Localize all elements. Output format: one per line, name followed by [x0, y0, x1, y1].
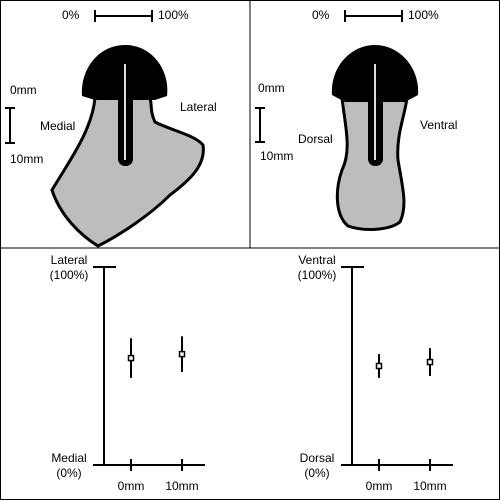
data-point	[178, 350, 186, 358]
y-tick-label: Medial	[51, 451, 86, 465]
scale-max: 100%	[158, 8, 189, 22]
scale-min: 0%	[312, 8, 330, 22]
side-label: Dorsal	[298, 132, 333, 146]
x-tick-label: 10mm	[165, 479, 198, 493]
ct-image	[50, 45, 205, 248]
depth-bottom: 10mm	[260, 149, 293, 163]
y-tick-label: Ventral	[298, 253, 335, 267]
side-label: Ventral	[420, 118, 457, 132]
ct-image	[331, 45, 419, 231]
depth-top: 0mm	[10, 83, 37, 97]
y-tick-label: (100%)	[298, 268, 337, 282]
x-tick-label: 0mm	[366, 479, 393, 493]
data-point	[375, 362, 383, 370]
scale-bar	[344, 10, 403, 22]
x-tick-label: 10mm	[413, 479, 446, 493]
depth-bar	[255, 107, 265, 143]
side-label: Medial	[40, 119, 75, 133]
scale-max: 100%	[408, 8, 439, 22]
y-tick-label: (100%)	[50, 268, 89, 282]
y-tick-label: (0%)	[56, 466, 81, 480]
depth-bottom: 10mm	[10, 152, 43, 166]
depth-bar	[5, 107, 15, 144]
data-point	[127, 354, 135, 362]
side-label: Lateral	[180, 100, 217, 114]
data-point	[426, 358, 434, 366]
x-tick-label: 0mm	[118, 479, 145, 493]
y-tick-label: Dorsal	[300, 451, 335, 465]
depth-top: 0mm	[258, 81, 285, 95]
scale-min: 0%	[62, 8, 80, 22]
scale-bar	[94, 10, 153, 22]
y-tick-label: (0%)	[304, 466, 329, 480]
y-tick-label: Lateral	[51, 253, 88, 267]
